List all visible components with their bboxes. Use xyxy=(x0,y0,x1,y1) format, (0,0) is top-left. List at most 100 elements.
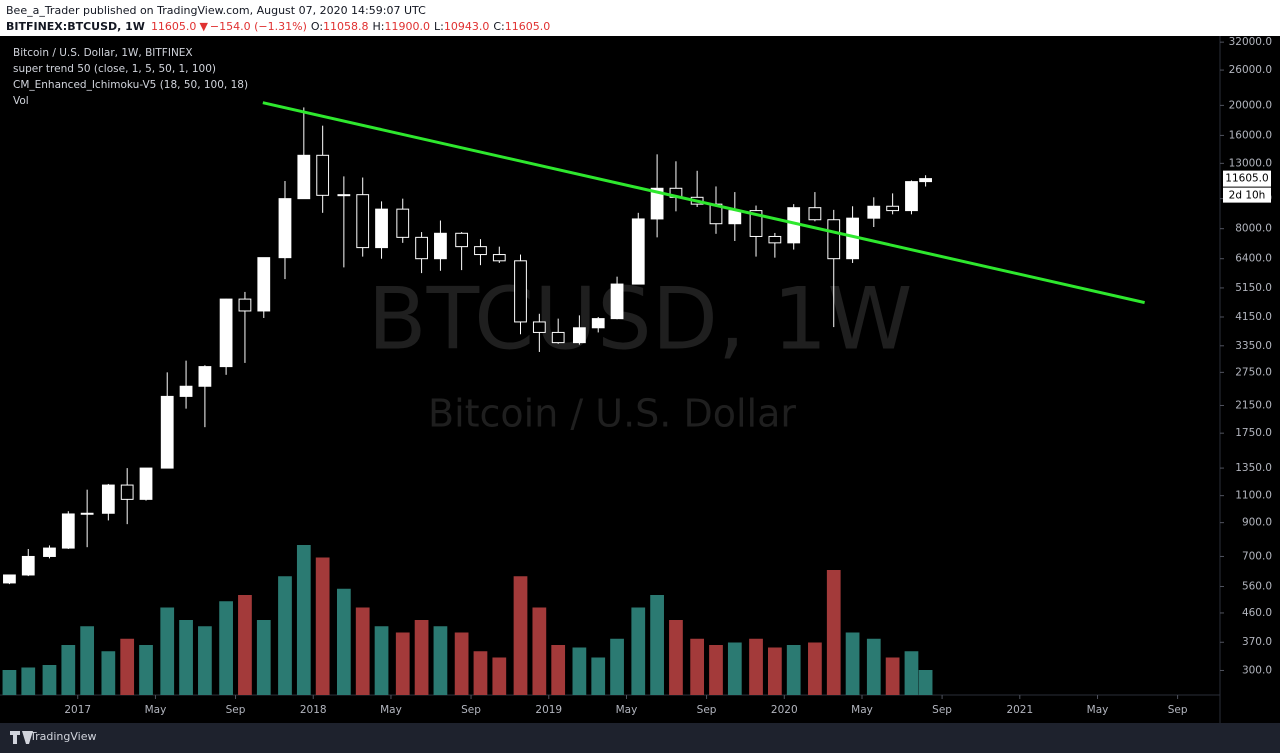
candle-body xyxy=(43,547,56,557)
candle-body xyxy=(316,154,330,196)
legend-entry: CM_Enhanced_Ichimoku-V5 (18, 50, 100, 18… xyxy=(13,79,248,91)
brand-name[interactable]: TradingView xyxy=(29,730,96,743)
candle-body xyxy=(238,298,252,312)
volume-bar xyxy=(551,645,566,695)
volume-bar xyxy=(296,545,311,695)
countdown-label: 2d 10h xyxy=(1229,190,1266,202)
y-tick-label: 2150.0 xyxy=(1235,399,1272,411)
ohlc-label: C: xyxy=(493,20,504,33)
y-tick-label: 6400.0 xyxy=(1235,253,1272,265)
y-tick-label: 8000.0 xyxy=(1235,223,1272,235)
x-tick-label: Sep xyxy=(932,704,952,716)
volume-bar xyxy=(749,638,763,695)
ohlc-label: H: xyxy=(373,20,385,33)
down-arrow: ▼ xyxy=(199,20,208,33)
volume-bar xyxy=(918,670,933,695)
ohlc-value: 11900.0 xyxy=(385,20,431,33)
candle-body xyxy=(61,513,75,549)
y-tick-label: 2750.0 xyxy=(1235,366,1272,378)
y-tick-label: 5150.0 xyxy=(1235,282,1272,294)
candle-body xyxy=(198,366,212,387)
volume-bar xyxy=(885,657,900,695)
y-tick-label: 300.0 xyxy=(1242,664,1272,676)
volume-bar xyxy=(572,647,587,695)
volume-bar xyxy=(414,620,429,695)
candle-body xyxy=(532,321,546,333)
volume-bar xyxy=(395,632,410,695)
volume-bar xyxy=(808,642,822,695)
candle-body xyxy=(337,194,351,197)
last-price: 11605.0 xyxy=(151,20,197,33)
volume-bar xyxy=(238,595,252,695)
candle-body xyxy=(827,219,841,260)
legend-entry: super trend 50 (close, 1, 5, 50, 1, 100) xyxy=(13,63,216,75)
candle-body xyxy=(919,178,932,183)
candle-body xyxy=(415,236,428,260)
candle-body xyxy=(257,257,271,312)
candle-body xyxy=(160,395,174,469)
volume-bar xyxy=(80,626,95,695)
y-tick-label: 3350.0 xyxy=(1235,340,1272,352)
candle-body xyxy=(749,210,763,237)
countdown-box xyxy=(1223,187,1271,203)
candle-body xyxy=(474,246,487,256)
volume-bar xyxy=(198,626,212,695)
y-tick-label: 4150.0 xyxy=(1235,311,1272,323)
y-tick-label: 560.0 xyxy=(1242,580,1272,592)
y-tick-label: 900.0 xyxy=(1242,517,1272,529)
y-tick-label: 26000.0 xyxy=(1229,64,1272,76)
volume-bar xyxy=(845,632,860,695)
price-tag-box xyxy=(1223,170,1271,187)
ohlc-label: L: xyxy=(434,20,444,33)
volume-bar xyxy=(315,557,330,695)
x-tick-label: 2019 xyxy=(535,704,562,716)
candle-body xyxy=(768,235,782,244)
y-tick-label: 1100.0 xyxy=(1235,490,1272,502)
volume-bar xyxy=(904,651,919,695)
volume-bar xyxy=(21,667,36,695)
trendline xyxy=(262,101,1145,305)
volume-bar xyxy=(492,657,507,695)
footer-bar xyxy=(0,723,1280,753)
x-tick-label: Sep xyxy=(461,704,481,716)
candle-body xyxy=(139,467,153,500)
volume-bar xyxy=(179,620,193,695)
brand-logo xyxy=(10,731,33,744)
candle-body xyxy=(375,208,388,249)
volume-bar xyxy=(2,670,17,695)
candle-body xyxy=(120,484,134,500)
x-tick-label: May xyxy=(1087,704,1109,716)
candle-body xyxy=(631,218,645,285)
price-tag-label: 11605.0 xyxy=(1225,173,1268,185)
candle-body xyxy=(905,181,918,212)
candle-body xyxy=(3,574,16,584)
x-tick-label: 2017 xyxy=(64,704,91,716)
candle-body xyxy=(650,187,664,220)
volume-bar xyxy=(513,576,528,695)
candle-body xyxy=(356,194,370,249)
volume-bar xyxy=(139,645,153,695)
candle-body xyxy=(610,283,624,320)
y-tick-label: 20000.0 xyxy=(1229,99,1272,111)
candle-body xyxy=(297,154,311,200)
y-tick-label: 1350.0 xyxy=(1235,462,1272,474)
candle-body xyxy=(219,298,233,368)
volume-bar xyxy=(374,626,389,695)
symbol-line: BITFINEX:BTCUSD, 1W 11605.0 ▼ −154.0 (−1.31… xyxy=(6,20,550,33)
volume-bar xyxy=(454,632,469,695)
ohlc-value: 11058.8 xyxy=(323,20,369,33)
watermark-description: Bitcoin / U.S. Dollar xyxy=(428,392,796,436)
y-tick-label: 1750.0 xyxy=(1235,427,1272,439)
candle-body xyxy=(572,327,586,344)
candle-body xyxy=(514,260,527,323)
x-tick-label: Sep xyxy=(1168,704,1188,716)
plot xyxy=(2,101,1145,695)
candle-body xyxy=(434,232,447,260)
candle-body xyxy=(492,254,506,262)
volume-bar xyxy=(631,607,646,695)
volume-bar xyxy=(727,642,742,695)
volume-bar xyxy=(101,651,116,695)
candle-body xyxy=(886,205,900,212)
